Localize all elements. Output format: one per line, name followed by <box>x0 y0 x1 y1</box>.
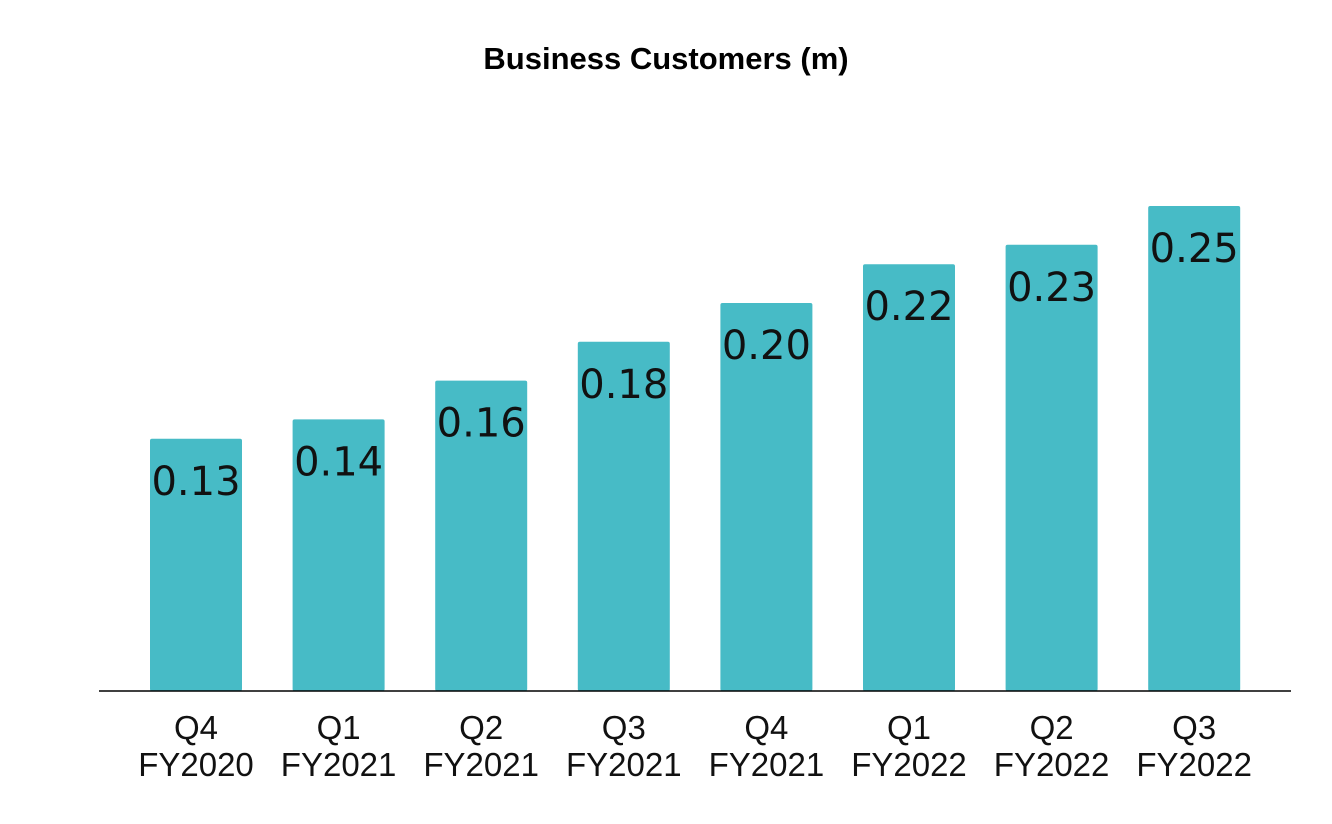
tick-label-year: FY2022 <box>851 746 967 783</box>
x-tick-label: Q1 FY2022 <box>851 709 967 783</box>
data-label: 0.20 <box>722 323 811 369</box>
data-labels-group: 0.13 0.14 0.16 0.18 0.20 0.22 0.23 0.25 <box>151 226 1238 505</box>
tick-label-quarter: Q1 <box>317 709 361 746</box>
bar <box>863 264 955 691</box>
bar <box>1005 244 1098 692</box>
tick-label-quarter: Q4 <box>174 709 218 746</box>
bar <box>720 303 813 691</box>
data-label: 0.14 <box>294 439 383 485</box>
x-tick-label: Q4 FY2020 <box>138 709 254 783</box>
data-label: 0.25 <box>1150 226 1239 272</box>
data-label: 0.22 <box>864 284 953 330</box>
x-tick-label: Q4 FY2021 <box>709 709 825 783</box>
tick-label-year: FY2020 <box>138 746 254 783</box>
x-tick-label: Q2 FY2022 <box>994 709 1110 783</box>
tick-label-year: FY2022 <box>1136 746 1252 783</box>
tick-label-year: FY2021 <box>566 746 682 783</box>
bars-group <box>150 206 1241 692</box>
tick-label-quarter: Q3 <box>602 709 646 746</box>
tick-label-year: FY2022 <box>994 746 1110 783</box>
x-tick-label: Q3 FY2021 <box>566 709 682 783</box>
tick-label-quarter: Q1 <box>887 709 931 746</box>
tick-label-quarter: Q2 <box>459 709 503 746</box>
x-tick-label: Q1 FY2021 <box>281 709 397 783</box>
data-label: 0.16 <box>437 401 526 447</box>
tick-label-quarter: Q4 <box>744 709 788 746</box>
tick-label-year: FY2021 <box>709 746 825 783</box>
bar <box>150 438 242 691</box>
tick-label-quarter: Q2 <box>1030 709 1074 746</box>
bar <box>1148 206 1241 691</box>
x-tick-label: Q2 FY2021 <box>423 709 539 783</box>
x-tick-label: Q3 FY2022 <box>1136 709 1252 783</box>
bar <box>292 419 385 691</box>
data-label: 0.13 <box>151 459 240 505</box>
tick-label-year: FY2021 <box>423 746 539 783</box>
bar <box>435 380 528 691</box>
data-label: 0.23 <box>1007 265 1096 311</box>
bar <box>577 341 670 691</box>
tick-label-year: FY2021 <box>281 746 397 783</box>
data-label: 0.18 <box>579 362 668 408</box>
chart-title: Business Customers (m) <box>483 41 848 76</box>
tick-label-quarter: Q3 <box>1172 709 1216 746</box>
